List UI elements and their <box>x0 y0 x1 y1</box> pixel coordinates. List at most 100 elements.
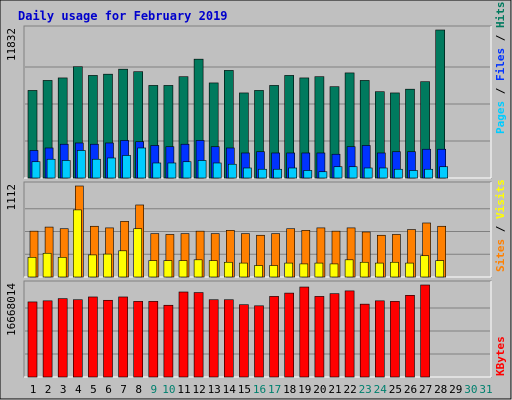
bar-pages-day-8 <box>137 147 146 179</box>
bar-pages-day-10 <box>167 162 177 179</box>
bar-pages-day-27 <box>424 168 433 179</box>
bar-kbytes-day-18 <box>284 292 295 378</box>
x-tick-label-day-12: 12 <box>192 383 205 396</box>
bar-pages-day-1 <box>31 161 41 179</box>
bar-visits-day-4 <box>73 209 82 278</box>
bar-kbytes-day-6 <box>103 299 113 378</box>
x-tick-label-day-17: 17 <box>268 383 281 396</box>
x-tick-label-day-20: 20 <box>313 383 326 396</box>
bar-visits-day-10 <box>163 260 173 278</box>
bar-kbytes-day-7 <box>118 296 128 378</box>
bar-kbytes-day-8 <box>133 301 143 378</box>
bar-pages-day-17 <box>273 168 282 179</box>
bar-visits-day-7 <box>118 250 127 278</box>
x-tick-label-day-15: 15 <box>238 383 251 396</box>
y-max-label: 11832 <box>5 28 18 61</box>
bar-visits-day-18 <box>284 262 294 278</box>
x-tick-label-day-5: 5 <box>90 383 97 396</box>
bar-kbytes-day-9 <box>148 301 159 378</box>
bar-kbytes-day-14 <box>224 299 234 378</box>
bar-kbytes-day-12 <box>193 292 204 378</box>
x-tick-label-day-30: 30 <box>464 383 477 396</box>
y-max-label: 16668014 <box>5 283 18 336</box>
legend-entry-sites: Sites <box>494 239 507 272</box>
bar-kbytes-day-16 <box>254 305 264 378</box>
bar-pages-day-14 <box>228 163 237 179</box>
bar-pages-day-21 <box>333 166 343 179</box>
bar-visits-day-22 <box>344 259 354 278</box>
bar-pages-day-7 <box>122 155 131 179</box>
panel-hits-files-pages: 11832 <box>5 25 492 179</box>
bar-visits-day-27 <box>420 255 429 278</box>
x-tick-label-day-8: 8 <box>135 383 142 396</box>
bar-pages-day-20 <box>318 171 328 179</box>
legend-entry-pages: Pages <box>494 101 507 134</box>
x-tick-label-day-16: 16 <box>253 383 266 396</box>
bar-pages-day-18 <box>288 167 298 179</box>
x-tick-label-day-14: 14 <box>223 383 237 396</box>
x-tick-label-day-19: 19 <box>298 383 311 396</box>
x-tick-label-day-18: 18 <box>283 383 296 396</box>
x-tick-label-day-25: 25 <box>389 383 402 396</box>
bar-visits-day-1 <box>27 257 37 278</box>
x-tick-label-day-6: 6 <box>105 383 112 396</box>
x-tick-label-day-26: 26 <box>404 383 417 396</box>
legend-separator: / <box>494 81 507 101</box>
bar-visits-day-8 <box>133 228 142 278</box>
bar-visits-day-28 <box>435 260 445 278</box>
legend-entry-visits: Visits <box>494 179 507 219</box>
bar-kbytes-day-23 <box>359 303 370 378</box>
x-tick-label-day-11: 11 <box>177 383 190 396</box>
bar-visits-day-12 <box>193 259 203 278</box>
bar-kbytes-day-4 <box>73 299 83 378</box>
bar-pages-day-13 <box>212 162 222 179</box>
bar-kbytes-day-19 <box>299 286 310 378</box>
bar-kbytes-day-24 <box>374 300 385 378</box>
bar-kbytes-day-5 <box>88 296 98 378</box>
x-tick-label-day-22: 22 <box>343 383 356 396</box>
bar-pages-day-28 <box>439 166 449 179</box>
bar-kbytes-day-27 <box>420 284 430 378</box>
legend-separator: / <box>494 28 507 48</box>
legend-bottom: KBytes <box>494 336 507 376</box>
x-tick-label-day-29: 29 <box>449 383 462 396</box>
legend-entry-hits: Hits <box>494 2 507 29</box>
panel-visits-sites: 1112 <box>5 181 492 278</box>
bar-pages-day-6 <box>107 157 116 179</box>
panel-kbytes: 16668014 <box>5 280 492 378</box>
bar-visits-day-6 <box>103 253 112 278</box>
bar-pages-day-25 <box>394 168 403 179</box>
bar-pages-day-19 <box>303 170 313 179</box>
bar-visits-day-17 <box>269 265 278 278</box>
bar-kbytes-day-26 <box>405 295 415 378</box>
graph-title: Daily usage for February 2019 <box>18 9 228 23</box>
bar-kbytes-day-20 <box>314 296 325 378</box>
x-tick-label-day-24: 24 <box>374 383 388 396</box>
bar-kbytes-day-13 <box>208 299 219 378</box>
bar-kbytes-day-1 <box>27 301 38 378</box>
bar-pages-day-9 <box>152 162 162 179</box>
bar-visits-day-3 <box>57 257 67 278</box>
bar-pages-day-5 <box>92 158 101 179</box>
x-tick-label-day-13: 13 <box>208 383 221 396</box>
x-tick-label-day-3: 3 <box>60 383 67 396</box>
bar-kbytes-day-22 <box>344 290 355 378</box>
legend-top: Pages / Files / Hits <box>494 2 507 135</box>
bar-visits-day-26 <box>405 262 414 278</box>
bar-pages-day-23 <box>363 167 373 179</box>
y-max-label: 1112 <box>5 184 18 211</box>
x-tick-label-day-23: 23 <box>359 383 372 396</box>
bar-visits-day-14 <box>224 261 233 278</box>
bar-visits-day-9 <box>148 260 158 278</box>
x-tick-label-day-21: 21 <box>328 383 341 396</box>
x-tick-label-day-31: 31 <box>479 383 492 396</box>
x-tick-label-day-7: 7 <box>120 383 127 396</box>
bar-pages-day-12 <box>197 160 207 179</box>
legend-separator: / <box>494 219 507 239</box>
bar-visits-day-2 <box>42 252 52 278</box>
bar-pages-day-24 <box>378 167 388 179</box>
bar-visits-day-20 <box>314 262 324 278</box>
x-tick-label-day-4: 4 <box>75 383 82 396</box>
bar-kbytes-day-25 <box>390 301 400 378</box>
